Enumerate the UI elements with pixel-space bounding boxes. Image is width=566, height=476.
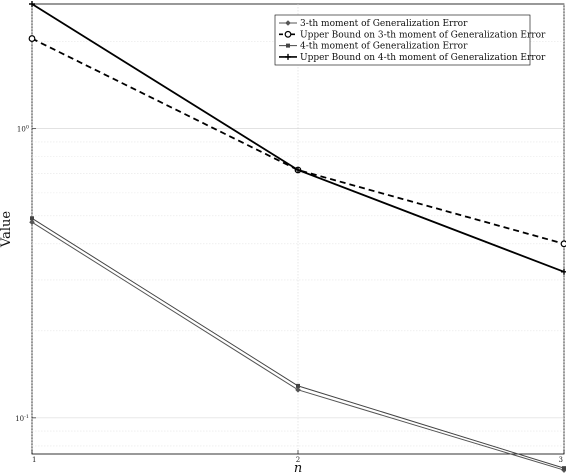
data-point — [30, 216, 34, 221]
x-tick-label: 3 — [559, 456, 563, 464]
legend-items: 3-th moment of Generalization ErrorUpper… — [279, 19, 546, 63]
legend-label: Upper Bound on 4-th moment of Generaliza… — [300, 53, 546, 63]
grid — [31, 4, 565, 454]
legend-marker — [284, 30, 292, 38]
y-tick-label: 10-1 — [15, 414, 29, 423]
series-4 — [29, 1, 566, 275]
legend-item: 4-th moment of Generalization Error — [279, 42, 468, 52]
series-group — [28, 1, 566, 473]
data-point — [295, 166, 301, 173]
data-point — [562, 466, 566, 471]
legend-box — [274, 14, 531, 66]
legend-marker — [285, 53, 291, 60]
series-line — [31, 37, 565, 245]
legend-label: Upper Bound on 3-th moment of Generaliza… — [300, 30, 546, 40]
series-3 — [30, 216, 566, 471]
data-point — [296, 383, 300, 388]
legend-item: Upper Bound on 3-th moment of Generaliza… — [279, 30, 546, 40]
legend-label: 4-th moment of Generalization Error — [300, 42, 468, 52]
legend-marker — [285, 20, 291, 26]
data-point — [29, 219, 35, 226]
y-tick-label: 100 — [17, 125, 29, 134]
data-point — [28, 35, 36, 42]
x-tick-label: 2 — [296, 456, 300, 464]
y-axis-label: Value — [0, 211, 14, 248]
legend-item: 3-th moment of Generalization Error — [279, 19, 468, 29]
data-point — [295, 387, 301, 393]
legend-label: 3-th moment of Generalization Error — [300, 19, 468, 29]
data-point — [560, 240, 566, 248]
x-axis-label: n — [294, 461, 302, 476]
data-point — [29, 1, 35, 7]
x-tick-label: 1 — [32, 456, 36, 464]
legend-marker — [286, 43, 290, 48]
data-point — [561, 268, 566, 275]
x-ticks: 1 2 3 — [31, 450, 565, 464]
legend: 3-th moment of Generalization ErrorUpper… — [274, 14, 546, 66]
legend-item: Upper Bound on 4-th moment of Generaliza… — [279, 53, 546, 63]
y-ticks: 10-1 100 — [15, 125, 36, 423]
